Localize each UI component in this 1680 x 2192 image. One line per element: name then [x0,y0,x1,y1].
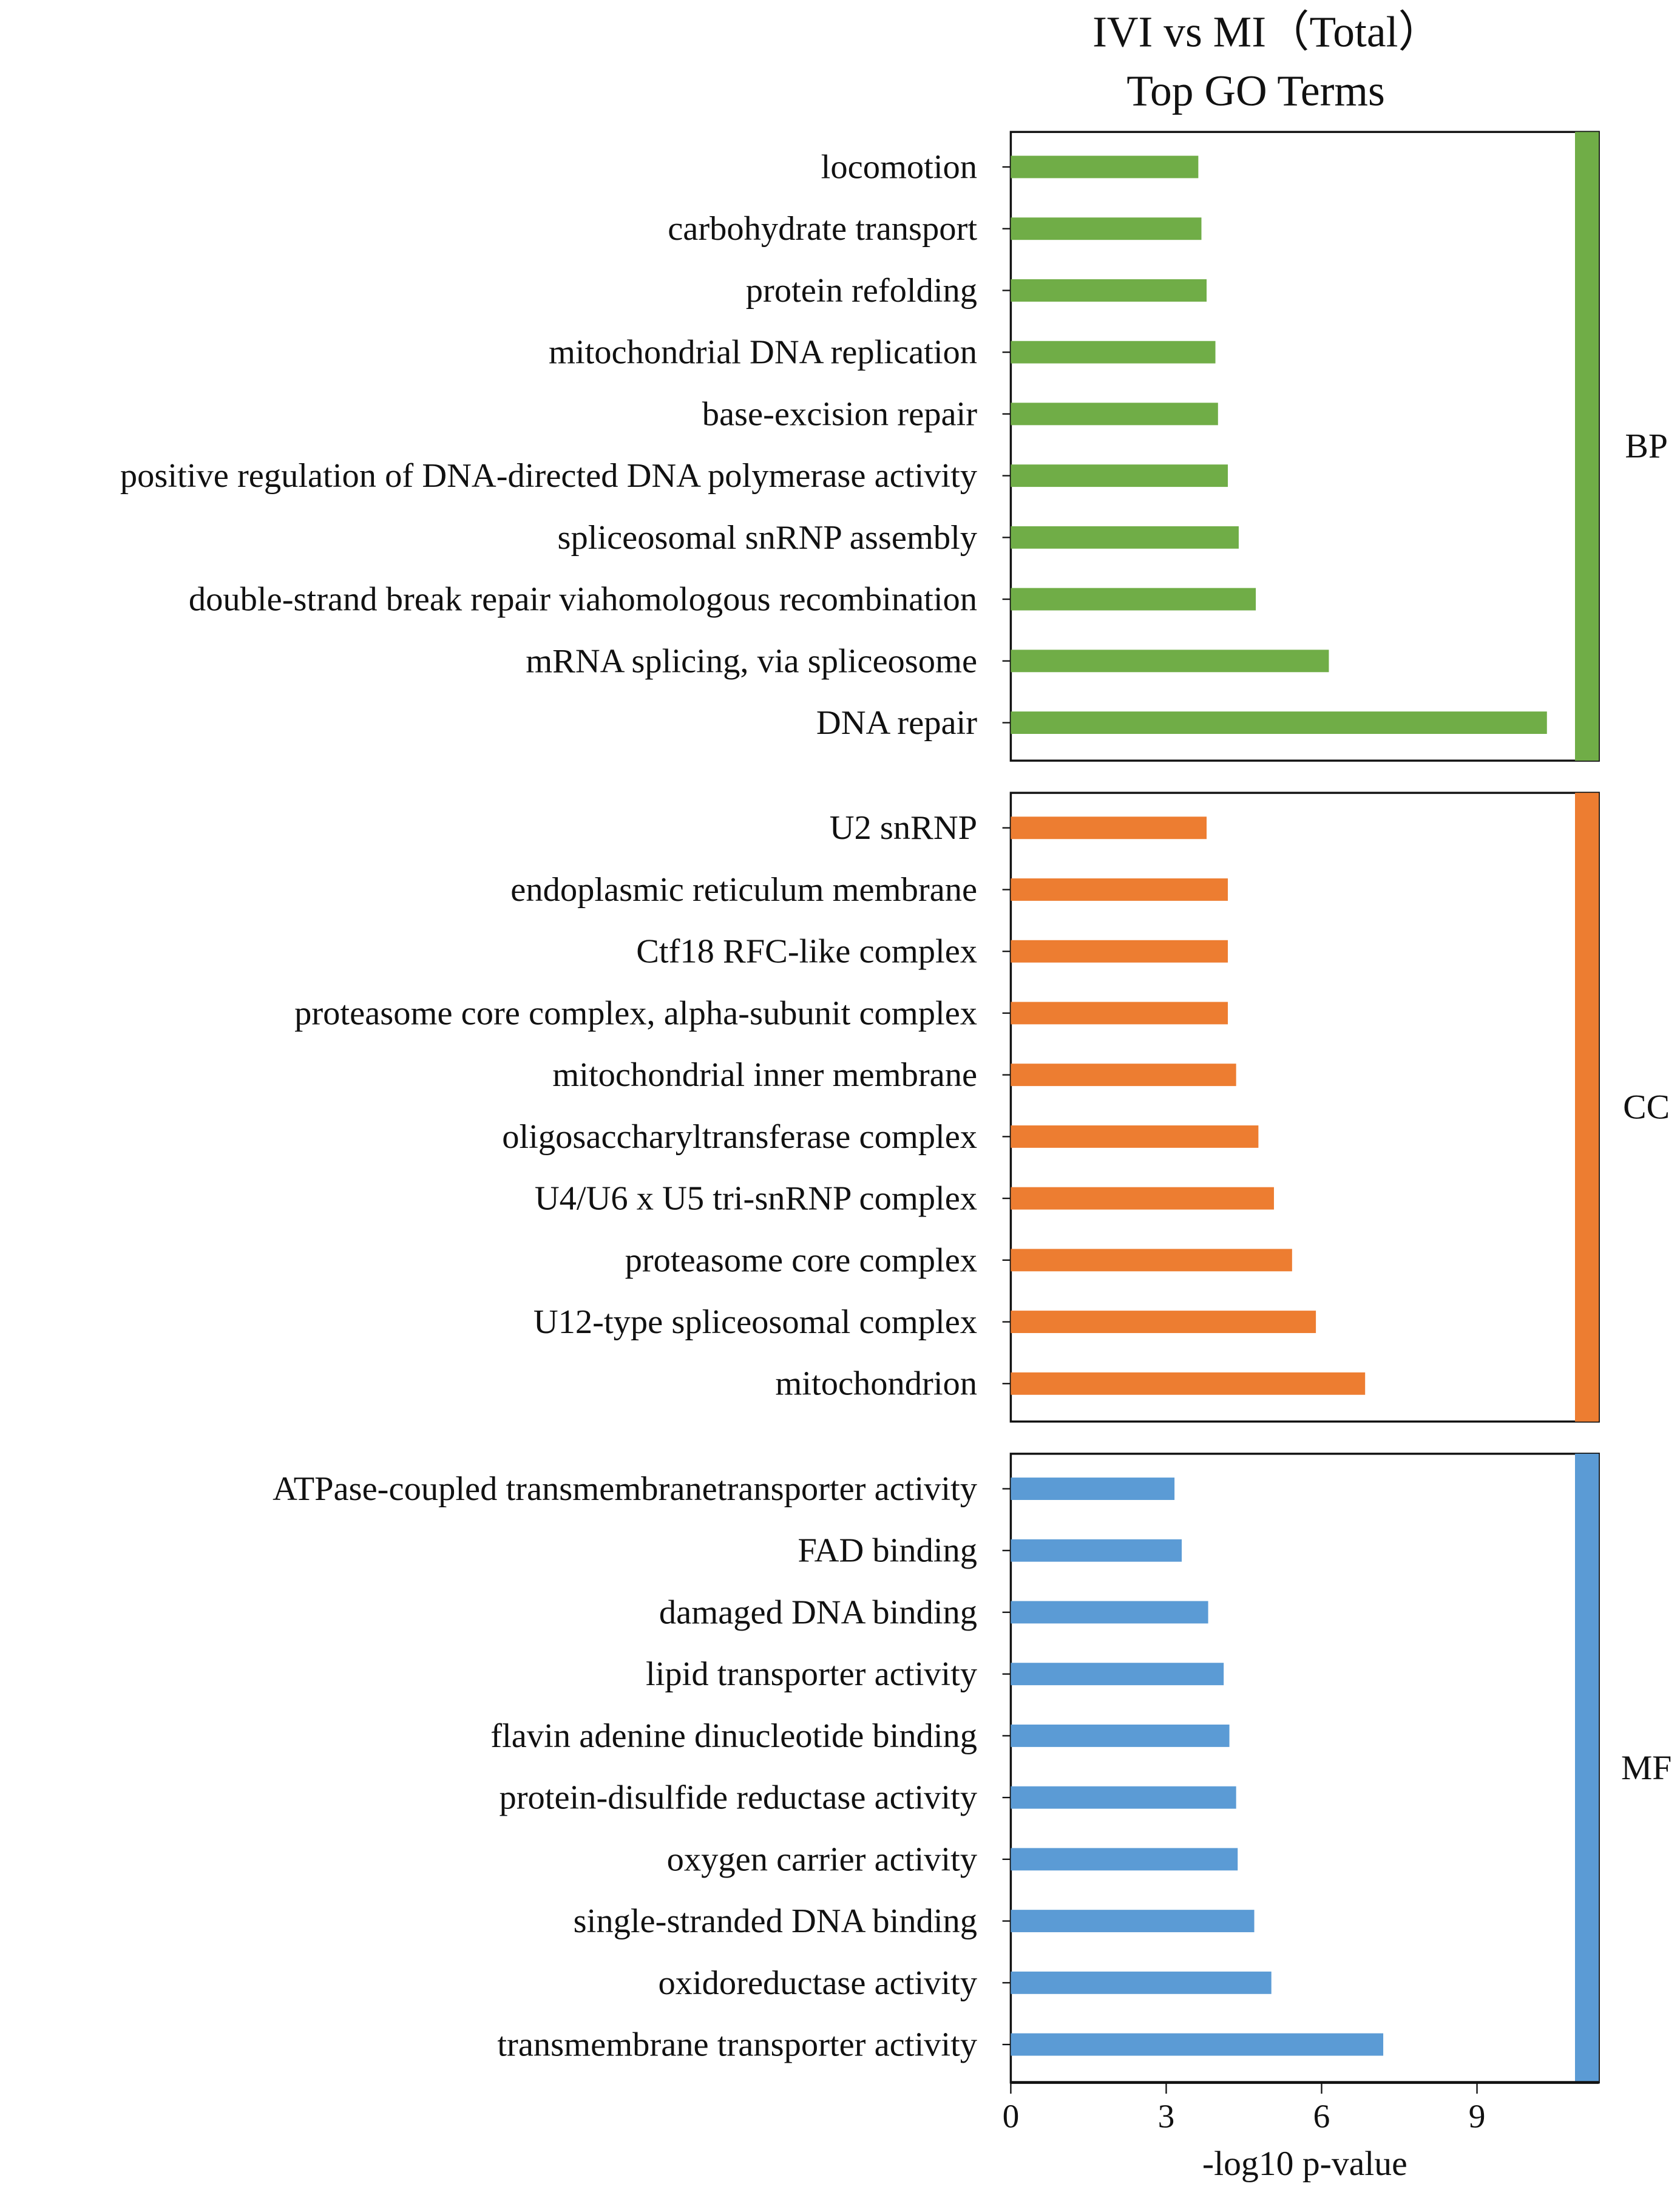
bar [1011,1971,1272,1994]
panel-label-mf: MF [1621,1749,1672,1787]
x-tick-label: 3 [1158,2097,1175,2134]
bar [1011,217,1202,240]
x-tick-label: 9 [1469,2097,1486,2134]
category-label: spliceosomal snRNP assembly [557,519,977,557]
panel-label-cc: CC [1623,1088,1670,1126]
category-label: base-excision repair [702,395,978,433]
bar [1011,1064,1236,1087]
bar [1011,650,1329,673]
category-label: oligosaccharyltransferase complex [502,1118,977,1156]
category-label: U12-type spliceosomal complex [533,1303,977,1341]
category-label: oxidoreductase activity [658,1964,977,2002]
bar [1011,940,1228,963]
panel-color-strip [1575,1453,1599,2083]
category-label: U4/U6 x U5 tri-snRNP complex [535,1180,977,1218]
category-label: Ctf18 RFC-like complex [636,933,977,971]
category-label: U2 snRNP [830,809,977,847]
category-label: proteasome core complex, alpha-subunit c… [294,994,977,1032]
panel-label-bp: BP [1625,427,1668,466]
category-label: lipid transporter activity [646,1655,978,1693]
panel-mf: MF ATPase-coupled transmembranetransporte… [273,1453,1672,2084]
bar [1011,1372,1366,1395]
bar [1011,526,1239,549]
bar [1011,588,1256,611]
category-label: mitochondrial DNA replication [549,334,977,372]
category-label: mitochondrion [775,1365,977,1403]
x-axis-label: -log10 p-value [1202,2145,1407,2183]
category-label: ATPase-coupled transmembranetransporter … [273,1470,978,1508]
panel-bp: BP locomotion carbohydrate transport protei… [120,131,1668,762]
bar [1011,2033,1384,2056]
panel-cc: CC U2 snRNP endoplasmic reticulum membrane… [294,792,1670,1423]
bar [1011,1249,1292,1272]
category-label: positive regulation of DNA-directed DNA … [120,457,978,495]
bar [1011,155,1199,178]
bar [1011,711,1547,734]
bar [1011,464,1228,487]
category-label: carbohydrate transport [668,210,977,248]
bar [1011,1601,1208,1624]
bar [1011,1663,1224,1686]
bar [1011,279,1207,302]
bar [1011,1848,1238,1871]
category-label: mitochondrial inner membrane [552,1056,977,1094]
chart-title-line2: Top GO Terms [1126,67,1385,115]
x-tick-label: 0 [1003,2097,1020,2134]
bar [1011,1910,1255,1933]
category-label: proteasome core complex [625,1241,977,1279]
category-label: protein refolding [746,272,977,310]
category-label: damaged DNA binding [659,1593,977,1631]
bar [1011,341,1216,364]
bar [1011,1478,1175,1500]
category-label: protein-disulfide reductase activity [499,1779,977,1817]
category-label: FAD binding [798,1532,977,1570]
category-label: mRNA splicing, via spliceosome [526,642,977,680]
panel-color-strip [1575,132,1599,761]
bar [1011,816,1207,840]
bar [1011,1724,1230,1747]
bar [1011,1125,1259,1148]
category-label: transmembrane transporter activity [497,2026,977,2063]
x-tick-label: 6 [1313,2097,1330,2134]
bar [1011,1311,1316,1334]
category-label: locomotion [821,148,977,186]
category-label: oxygen carrier activity [667,1841,978,1878]
category-label: endoplasmic reticulum membrane [510,871,977,909]
panel-color-strip [1575,793,1599,1422]
bar [1011,1786,1236,1809]
bar [1011,1187,1274,1210]
chart-title-line1: IVI vs MI（Total） [1092,8,1441,56]
bar [1011,1002,1228,1025]
category-label: DNA repair [816,704,977,742]
x-axis: 0 3 6 9 [1003,2081,1599,2134]
category-label: double-strand break repair viahomologous… [189,581,977,619]
category-label: single-stranded DNA binding [574,1902,977,1940]
bar [1011,878,1228,901]
category-label: flavin adenine dinucleotide binding [490,1717,977,1755]
bar [1011,402,1218,426]
bar [1011,1539,1182,1562]
